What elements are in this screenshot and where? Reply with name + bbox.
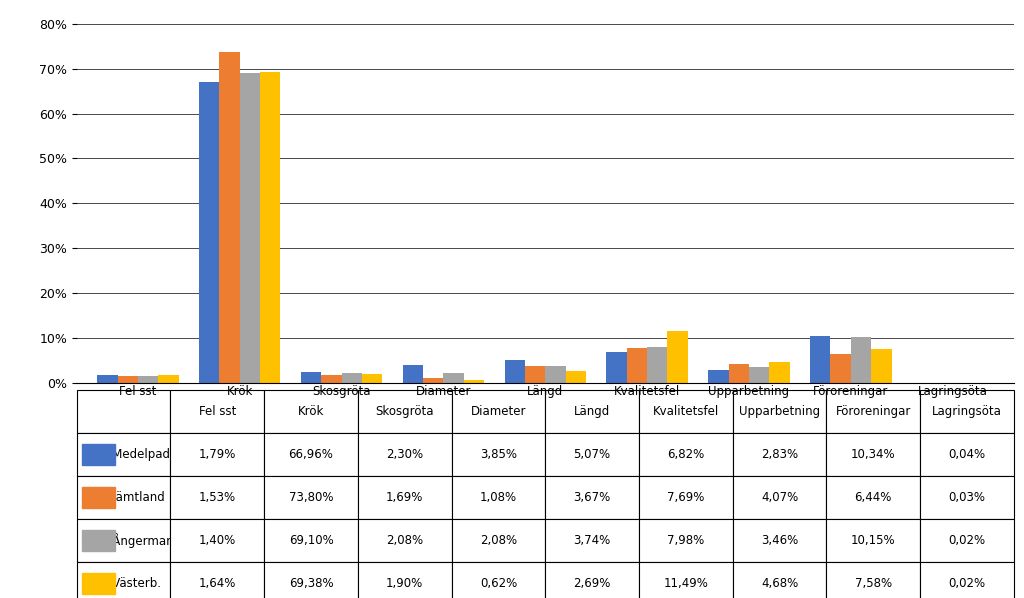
Bar — [322, 375, 342, 383]
Bar — [729, 364, 749, 383]
Bar — [199, 83, 219, 383]
Bar — [97, 375, 118, 383]
Bar — [709, 370, 729, 383]
Bar — [361, 374, 382, 383]
Bar — [342, 373, 361, 383]
Bar — [830, 354, 851, 383]
Bar — [606, 352, 627, 383]
Bar — [443, 373, 464, 383]
Bar — [301, 373, 322, 383]
Bar — [871, 349, 892, 383]
Bar — [749, 367, 769, 383]
Bar — [769, 362, 790, 383]
Bar — [464, 380, 484, 383]
Bar — [240, 73, 260, 383]
Bar — [138, 377, 159, 383]
Bar — [545, 366, 565, 383]
Bar — [402, 365, 423, 383]
Bar — [668, 331, 688, 383]
Bar — [565, 371, 586, 383]
Bar — [525, 366, 546, 383]
Bar — [505, 360, 525, 383]
Bar — [159, 376, 178, 383]
Bar — [219, 52, 240, 383]
Bar — [627, 348, 647, 383]
Bar — [118, 376, 138, 383]
Bar — [647, 347, 668, 383]
Bar — [810, 336, 830, 383]
Bar — [851, 337, 871, 383]
Bar — [423, 378, 443, 383]
Bar — [260, 72, 281, 383]
